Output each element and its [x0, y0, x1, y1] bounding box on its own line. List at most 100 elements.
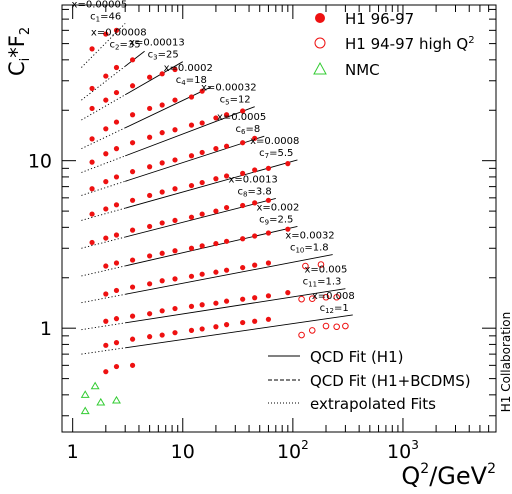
h1-96-97-point: [129, 284, 136, 290]
x-tick-label: 103: [387, 438, 419, 463]
h1-96-97-point: [129, 140, 136, 146]
extrapolated-fit-line: [81, 155, 126, 173]
h1-96-97-point: [113, 340, 120, 346]
bin-c-label: c2=35: [110, 39, 141, 51]
h1-96-97-point: [129, 336, 136, 342]
bin-x-label: x=0.00008: [91, 27, 147, 38]
h1-96-97-point: [223, 143, 230, 149]
data-points: [80, 27, 349, 415]
legend-line-label: QCD Fit (H1+BCDMS): [310, 372, 471, 390]
h1-96-97-point: [103, 97, 109, 103]
h1-96-97-point: [223, 238, 230, 244]
h1-96-97-point: [113, 287, 120, 294]
extrapolated-fit-line: [81, 127, 126, 150]
h1-96-97-point: [159, 308, 165, 314]
h1-96-97-point: [223, 267, 230, 273]
h1-96-97-point: [213, 115, 219, 121]
h1-96-97-point: [103, 151, 109, 157]
bin-x-label: x=0.0013: [229, 174, 278, 185]
qcd-fit-line: [125, 314, 353, 349]
h1-96-97-point: [89, 136, 95, 142]
h1-96-97-point: [103, 73, 109, 79]
legend-marker-nmc: [313, 61, 327, 75]
h1-96-97-point: [159, 332, 165, 338]
h1-96-97-point: [129, 112, 136, 118]
h1-96-97-point: [223, 204, 230, 211]
h1-96-97-point: [285, 161, 291, 167]
h1-96-97-point: [103, 369, 109, 375]
nmc-point: [90, 381, 100, 390]
h1-96-97-point: [147, 253, 153, 259]
h1-96-97-point: [240, 296, 246, 302]
h1-96-97-point: [129, 169, 136, 175]
h1-96-97-point: [159, 220, 165, 226]
bin-c-label: c8=3.8: [238, 186, 272, 198]
h1-96-97-point: [113, 89, 120, 96]
bin-x-label: x=0.008: [312, 291, 355, 302]
h1-96-97-point: [103, 179, 109, 185]
h1-96-97-point: [213, 176, 219, 182]
h1-96-97-point: [223, 112, 230, 118]
h1-96-97-point: [199, 120, 205, 126]
bin-x-label: x=0.0005: [217, 112, 266, 123]
h1-96-97-point: [223, 173, 230, 179]
h1-96-97-point: [147, 334, 153, 340]
bin-x-label: x=0.00032: [201, 83, 257, 94]
h1-96-97-point: [147, 192, 153, 199]
h1-96-97-point: [103, 318, 109, 324]
bin-c-label: c9=2.5: [259, 214, 293, 226]
h1-96-97-point: [113, 363, 120, 370]
legend-label: H1 96-97: [345, 10, 414, 28]
bin-c-label: c5=12: [220, 95, 251, 107]
h1-96-97-point: [89, 239, 95, 246]
h1-96-97-point: [199, 243, 205, 249]
legend-marker-h1: [315, 13, 325, 23]
extrapolated-fit-line: [81, 207, 126, 221]
h1-96-97-point: [172, 127, 178, 133]
h1-96-97-point: [265, 165, 272, 171]
x-axis-label: Q2/GeV2: [401, 461, 496, 490]
h1-96-97-point: [89, 105, 95, 112]
bin-c-label: c1=46: [90, 11, 121, 23]
h1-96-97-point: [147, 164, 153, 170]
extrapolated-fit-line: [81, 347, 126, 355]
h1-96-97-point: [252, 233, 258, 239]
h1-96-97-point: [147, 281, 153, 287]
h1-96-97-point: [159, 102, 165, 108]
extrapolated-fit-line: [81, 265, 126, 277]
h1-96-97-point: [113, 232, 120, 238]
h1-96-97-point: [252, 135, 258, 141]
h1-96-97-point: [172, 186, 178, 192]
h1-96-97-point: [199, 302, 205, 308]
h1-96-97-point: [240, 202, 246, 209]
h1-96-97-point: [223, 322, 230, 328]
h1-96-97-point: [172, 330, 178, 336]
bin-x-label: x=0.00013: [129, 38, 185, 49]
y-tick-label: 10: [28, 151, 52, 173]
h1-96-97-point: [103, 126, 109, 132]
h1-96-97-point: [240, 264, 246, 271]
h1-96-97-point: [89, 159, 95, 165]
h1-96-97-point: [159, 160, 165, 166]
plot-frame: [61, 4, 497, 433]
h1-96-97-point: [252, 318, 258, 324]
h1-96-97-point: [129, 57, 136, 63]
legend-label: NMC: [345, 61, 380, 79]
extrapolated-fit-line: [81, 65, 126, 101]
bin-x-label: x=0.0032: [285, 231, 334, 242]
h1-96-97-point: [252, 200, 258, 206]
bin-c-label: c7=5.5: [259, 148, 293, 160]
h1-96-97-point: [129, 257, 136, 263]
h1-96-97-point: [265, 230, 272, 236]
h1-96-97-point: [89, 186, 95, 192]
h1-96-97-point: [240, 170, 246, 176]
h1-96-97-point: [103, 235, 109, 241]
h1-96-97-point: [172, 66, 178, 73]
h1-96-97-point: [223, 298, 230, 304]
h1-96-97-point: [240, 236, 246, 242]
nmc-point: [80, 406, 90, 415]
h1-high-q2-point: [308, 295, 316, 302]
h1-96-97-point: [172, 157, 178, 163]
h1-96-97-point: [188, 214, 195, 220]
